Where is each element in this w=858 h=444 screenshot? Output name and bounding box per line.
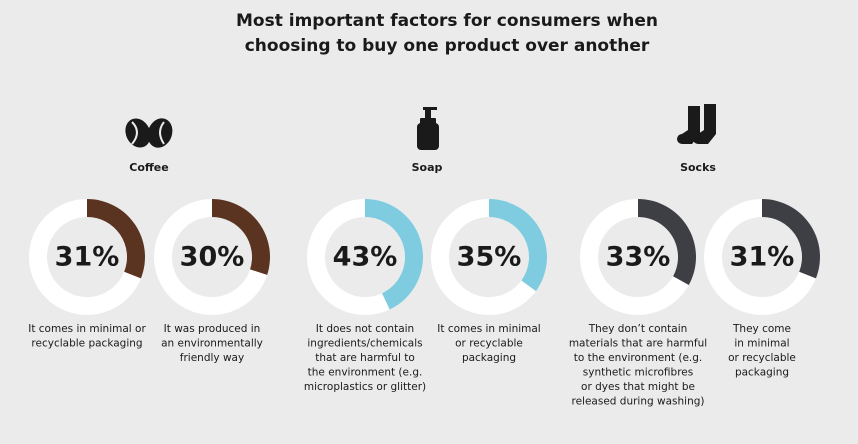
soap-icon	[417, 107, 439, 150]
caption-line: or dyes that might be	[581, 381, 695, 393]
caption-line: It comes in minimal	[437, 323, 540, 335]
caption-line: or recyclable	[728, 352, 796, 364]
caption-line: microplastics or glitter)	[304, 381, 426, 393]
caption-line: in minimal	[734, 338, 789, 350]
caption-line: synthetic microfibres	[583, 367, 693, 379]
caption-line: packaging	[735, 367, 789, 379]
value-label: 43%	[333, 242, 398, 273]
donut-arc	[87, 199, 145, 279]
caption-line: materials that are harmful	[569, 338, 707, 350]
group-label: Soap	[412, 161, 443, 174]
coffee-icon	[125, 118, 173, 148]
value-label: 30%	[180, 242, 245, 273]
caption-line: ingredients/chemicals	[307, 338, 422, 350]
caption-line: friendly way	[180, 352, 244, 364]
title-line: choosing to buy one product over another	[245, 36, 650, 56]
caption-line: an environmentally	[161, 338, 263, 350]
value-label: 35%	[457, 242, 522, 273]
caption-line: to the environment (e.g.	[574, 352, 703, 364]
group-label: Socks	[680, 161, 716, 174]
socks-icon	[677, 104, 716, 144]
caption-line: or recyclable	[455, 338, 523, 350]
caption-line: They come	[732, 323, 791, 335]
caption-line: recyclable packaging	[31, 338, 142, 350]
caption-line: released during washing)	[572, 396, 705, 408]
caption-line: They don’t contain	[588, 323, 688, 335]
donut-arc	[365, 199, 423, 310]
donut-arc	[638, 199, 696, 285]
value-label: 33%	[606, 242, 671, 273]
value-label: 31%	[55, 242, 120, 273]
donut-arc	[489, 199, 547, 292]
caption-line: It comes in minimal or	[28, 323, 146, 335]
caption-line: packaging	[462, 352, 516, 364]
caption-line: It does not contain	[316, 323, 414, 335]
group-label: Coffee	[129, 161, 168, 174]
caption-line: that are harmful to	[315, 352, 415, 364]
donut-arc	[212, 199, 270, 275]
caption-line: It was produced in	[164, 323, 261, 335]
title-line: Most important factors for consumers whe…	[236, 11, 658, 31]
donut-arc	[762, 199, 820, 279]
value-label: 31%	[730, 242, 795, 273]
caption-line: the environment (e.g.	[308, 367, 423, 379]
